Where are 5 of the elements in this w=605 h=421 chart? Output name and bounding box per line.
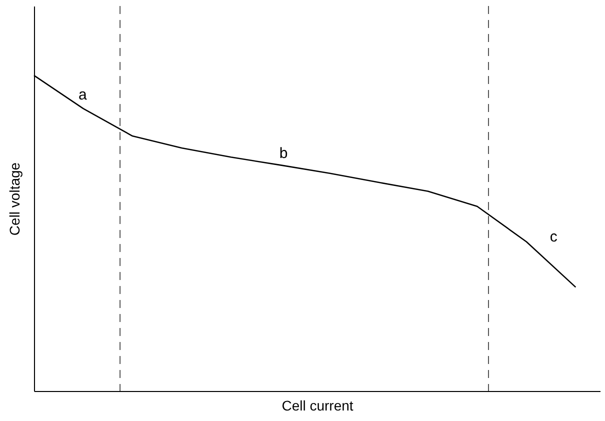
annotation: b (279, 145, 288, 162)
annotation: c (550, 228, 558, 246)
y-axis-title: Cell voltage (6, 162, 22, 236)
annotation: a (78, 86, 88, 104)
x-axis-title: Cell current (282, 398, 354, 414)
